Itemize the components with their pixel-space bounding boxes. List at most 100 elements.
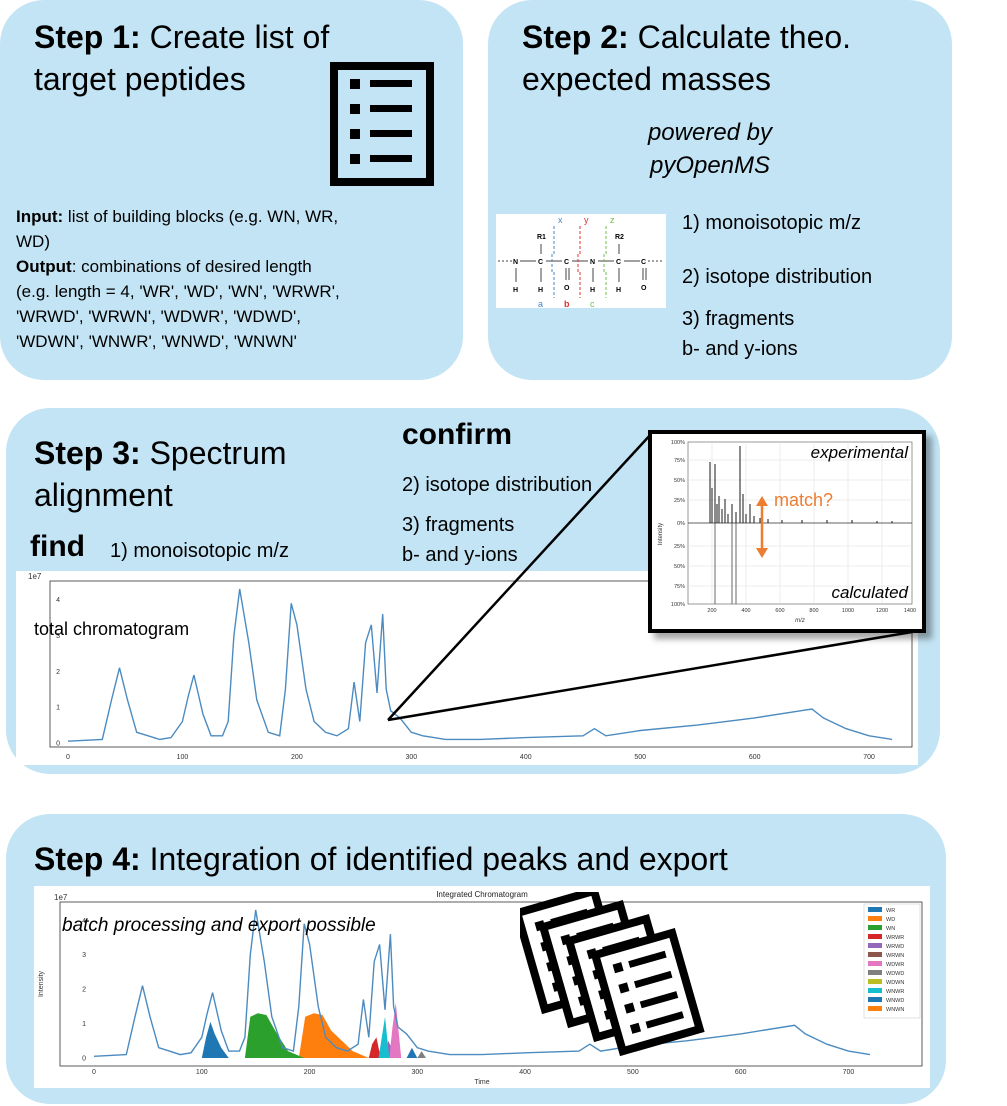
input-text: list of building blocks (e.g. WN, WR,	[63, 207, 339, 226]
struct-label-n1: N	[513, 259, 518, 266]
area-wnwr	[378, 1016, 390, 1058]
step1-title: Step 1: Create list of	[34, 16, 329, 58]
legend-swatch	[868, 961, 882, 966]
output-text: : combinations of desired length	[71, 257, 312, 276]
step2-item-4: b- and y-ions	[682, 338, 798, 360]
step1-title-line2: target peptides	[34, 61, 246, 97]
step1-output-line: Output: combinations of desired length	[16, 254, 456, 279]
spec-xtick-2: 600	[775, 608, 784, 614]
step2-item-3: 3) fragments	[682, 308, 795, 330]
chart2-ylabel: Intensity	[38, 970, 45, 997]
xtick-label: 600	[735, 1069, 747, 1076]
legend-label: WDWR	[886, 962, 904, 968]
struct-label-h2: H	[538, 287, 543, 294]
output-line-1: (e.g. length = 4, 'WR', 'WD', 'WN', 'WRW…	[16, 282, 340, 301]
ion-label-y: y	[584, 215, 589, 225]
ion-label-b: b	[564, 299, 570, 308]
xtick-label: 700	[863, 754, 875, 761]
legend-swatch	[868, 952, 882, 957]
chart2-title: Integrated Chromatogram	[436, 890, 528, 899]
spec-ytick-1: 75%	[674, 458, 685, 464]
find-item: 1) monoisotopic m/z	[110, 540, 289, 562]
xtick-label: 700	[843, 1069, 855, 1076]
struct-label-o1: O	[564, 285, 570, 292]
spec-ytick-3: 25%	[674, 498, 685, 504]
step2-title: Step 2: Calculate theo.	[522, 16, 851, 58]
area-wr	[201, 1021, 229, 1058]
step2-item-1: 1) monoisotopic m/z	[682, 212, 861, 234]
checklist-icon	[590, 928, 705, 1057]
xtick-label: 200	[291, 754, 303, 761]
legend-label: WNWR	[886, 989, 904, 995]
step3-title-rest: Spectrum	[149, 435, 287, 471]
input-text-2: WD)	[16, 232, 50, 251]
step3-title: Step 3: Spectrum	[34, 432, 287, 474]
legend-label: WN	[886, 926, 895, 932]
step4-title: Step 4: Integration of identified peaks …	[34, 838, 728, 880]
legend-label: WRWR	[886, 935, 904, 941]
spec-ytick-6: 50%	[674, 564, 685, 570]
ion-label-c: c	[590, 299, 595, 308]
area-wdwd	[417, 1051, 426, 1058]
struct-label-c3: C	[616, 259, 621, 266]
confirm-item-1: 2) isotope distribution	[402, 474, 593, 496]
find-label: find	[30, 530, 85, 563]
spec-experimental: experimental	[811, 443, 910, 462]
struct-label-n2: N	[590, 259, 595, 266]
struct-label-c4: C	[641, 259, 646, 266]
legend-label: WDWD	[886, 971, 904, 977]
powered-line-2: pyOpenMS	[649, 152, 771, 179]
spec-xtick-3: 800	[809, 608, 818, 614]
spec-ytick-7: 75%	[674, 584, 685, 590]
area-wd	[298, 1013, 369, 1058]
peptide-structure-svg: R1 R2 N N C C C C H H H H O O x y z a b …	[498, 215, 664, 309]
output-line-3: 'WDWN', 'WNWR', 'WNWD', 'WNWN'	[16, 332, 297, 351]
spec-ytick-8: 100%	[671, 602, 685, 608]
batch-text: batch processing and export possible	[62, 915, 376, 936]
confirm-item-3: b- and y-ions	[402, 544, 518, 566]
spec-ytick-2: 50%	[674, 478, 685, 484]
legend-label: WRWN	[886, 953, 904, 959]
xtick-label: 0	[66, 754, 70, 761]
spec-xlabel: m/z	[795, 618, 805, 624]
legend-swatch	[868, 970, 882, 975]
ytick-label: 2	[56, 669, 60, 676]
step4-title-rest: Integration of identified peaks and expo…	[149, 841, 728, 877]
xtick-label: 100	[177, 754, 189, 761]
peptide-structure: R1 R2 N N C C C C H H H H O O x y z a b …	[496, 214, 666, 309]
area-wn	[244, 1013, 305, 1058]
xtick-label: 0	[92, 1069, 96, 1076]
spectrum-yticks: 100% 75% 50% 25% 0% 25% 50% 75% 100%	[671, 440, 685, 608]
output-line-2: 'WRWD', 'WRWN', 'WDWR', 'WDWD',	[16, 307, 301, 326]
spec-xtick-0: 200	[707, 608, 716, 614]
xtick-label: 200	[304, 1069, 316, 1076]
xtick-label: 300	[405, 754, 417, 761]
ytick-label: 3	[56, 633, 60, 640]
step2-title-bold: Step 2:	[522, 19, 629, 55]
spec-xtick-1: 400	[741, 608, 750, 614]
match-arrow-icon	[756, 496, 768, 558]
area-wnwd	[406, 1047, 418, 1058]
struct-label-h4: H	[616, 287, 621, 294]
ytick-label: 1	[82, 1021, 86, 1028]
legend-label: WR	[886, 908, 895, 914]
ytick-label: 0	[56, 741, 60, 748]
legend-swatch	[868, 979, 882, 984]
spec-xtick-4: 1000	[842, 608, 854, 614]
xtick-label: 500	[627, 1069, 639, 1076]
spec-calculated: calculated	[831, 583, 908, 602]
legend-swatch	[868, 1006, 882, 1011]
step1-title-bold: Step 1:	[34, 19, 141, 55]
legend-label: WRWD	[886, 944, 904, 950]
legend-swatch	[868, 943, 882, 948]
struct-label-c1: C	[538, 259, 543, 266]
ytick-label: 1	[56, 705, 60, 712]
chrom-exp-label: 1e7	[28, 572, 42, 581]
step2-title-line2: expected masses	[522, 61, 772, 97]
ytick-label: 4	[82, 918, 86, 925]
powered-line-1: powered by	[647, 119, 773, 146]
chrom-label: total chromatogram	[34, 619, 189, 639]
chrom-series-line	[67, 588, 893, 742]
area-wrwr	[368, 1037, 381, 1058]
